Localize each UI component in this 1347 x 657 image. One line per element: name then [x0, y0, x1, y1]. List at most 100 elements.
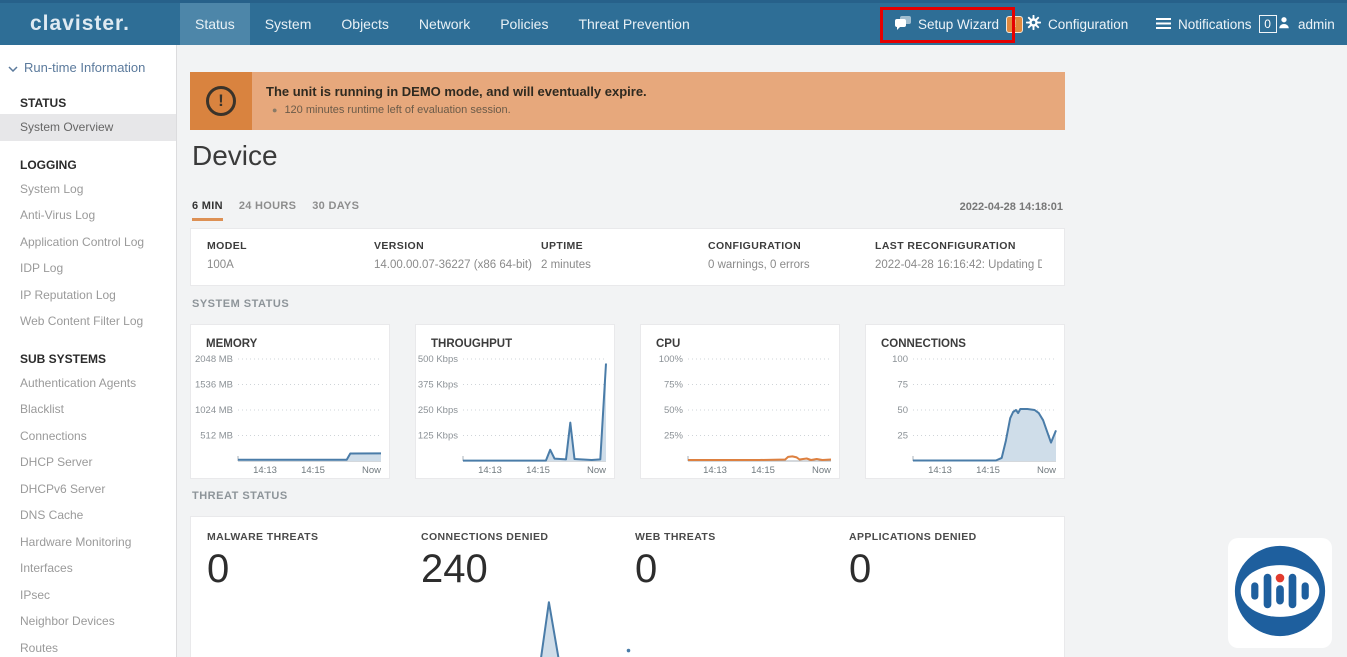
time-tab-6-min[interactable]: 6 MIN	[192, 200, 223, 221]
sidebar-item-system-log[interactable]: System Log	[0, 176, 176, 203]
nav-tab-objects[interactable]: Objects	[326, 3, 403, 45]
chart-card-connections: CONNECTIONS10075502514:1314:15Now	[865, 324, 1065, 479]
exclamation-circle-icon: !	[206, 86, 236, 116]
sidebar-section: STATUS System Overview	[0, 92, 176, 141]
setup-wizard-alert-badge: !	[1006, 16, 1023, 33]
demo-mode-banner: ! The unit is running in DEMO mode, and …	[190, 72, 1065, 130]
setup-wizard-label: Setup Wizard	[918, 17, 999, 32]
chart-svg-memory: 2048 MB1536 MB1024 MB512 MB14:1314:15Now	[191, 351, 391, 477]
sidebar-item-application-control-log[interactable]: Application Control Log	[0, 229, 176, 256]
system-status-section-label: SYSTEM STATUS	[192, 298, 289, 310]
configuration-label: Configuration	[1048, 17, 1128, 32]
chart-svg-cpu: 100%75%50%25%14:1314:15Now	[641, 351, 841, 477]
sidebar-item-connections[interactable]: Connections	[0, 423, 176, 450]
chart-title: CPU	[656, 338, 680, 350]
nav-tab-policies[interactable]: Policies	[485, 3, 563, 45]
threat-counter-label: CONNECTIONS DENIED	[421, 531, 635, 543]
sidebar-item-routes[interactable]: Routes	[0, 635, 176, 657]
svg-text:Now: Now	[362, 465, 381, 476]
info-value: 14.00.00.07-36227 (x86 64-bit)	[374, 259, 541, 271]
sidebar-item-dns-cache[interactable]: DNS Cache	[0, 502, 176, 529]
sidebar-section: SUB SYSTEMS Authentication AgentsBlackli…	[0, 348, 176, 657]
sidebar-section-title: SUB SYSTEMS	[0, 348, 176, 370]
sidebar-item-dhcpv6-server[interactable]: DHCPv6 Server	[0, 476, 176, 503]
clavister-eye-logo-icon	[1232, 543, 1328, 644]
nav-tab-status[interactable]: Status	[180, 3, 250, 45]
info-column-configuration: CONFIGURATION 0 warnings, 0 errors	[708, 240, 875, 285]
sidebar-section-title: LOGGING	[0, 154, 176, 176]
svg-text:250 Kbps: 250 Kbps	[418, 405, 458, 416]
sidebar-item-authentication-agents[interactable]: Authentication Agents	[0, 370, 176, 397]
chart-card-cpu: CPU100%75%50%25%14:1314:15Now	[640, 324, 840, 479]
system-status-charts-row: MEMORY2048 MB1536 MB1024 MB512 MB14:1314…	[190, 324, 1065, 479]
threat-counter-label: APPLICATIONS DENIED	[849, 531, 1063, 543]
info-value: 100A	[207, 259, 374, 271]
info-header: MODEL	[207, 240, 374, 252]
sidebar-item-interfaces[interactable]: Interfaces	[0, 555, 176, 582]
sidebar-item-ipsec[interactable]: IPsec	[0, 582, 176, 609]
svg-text:2048 MB: 2048 MB	[195, 354, 233, 365]
threat-counter-label: WEB THREATS	[635, 531, 849, 543]
chat-bubbles-icon	[895, 16, 911, 33]
sidebar-root-runtime-information[interactable]: Run-time Information	[0, 55, 176, 79]
clavister-watermark-card	[1228, 538, 1332, 648]
warning-icon-box: !	[190, 72, 252, 130]
nav-tab-system[interactable]: System	[250, 3, 327, 45]
sidebar-item-ip-reputation-log[interactable]: IP Reputation Log	[0, 282, 176, 309]
info-value: 2022-04-28 16:16:42: Updating DHCP co...	[875, 259, 1042, 271]
svg-text:75%: 75%	[664, 380, 684, 391]
svg-text:125 Kbps: 125 Kbps	[418, 431, 458, 442]
setup-wizard-button[interactable]: Setup Wizard !	[895, 3, 1023, 45]
info-value: 0 warnings, 0 errors	[708, 259, 875, 271]
sidebar-item-dhcp-server[interactable]: DHCP Server	[0, 449, 176, 476]
sidebar-sections: STATUS System Overview LOGGING System Lo…	[0, 92, 176, 657]
sidebar-item-hardware-monitoring[interactable]: Hardware Monitoring	[0, 529, 176, 556]
time-tab-24-hours[interactable]: 24 HOURS	[239, 200, 296, 221]
time-tab-30-days[interactable]: 30 DAYS	[312, 200, 359, 221]
svg-text:500 Kbps: 500 Kbps	[418, 354, 458, 365]
device-info-card: MODEL 100AVERSION 14.00.00.07-36227 (x86 6…	[190, 228, 1065, 286]
sidebar-item-blacklist[interactable]: Blacklist	[0, 396, 176, 423]
info-header: VERSION	[374, 240, 541, 252]
chart-card-memory: MEMORY2048 MB1536 MB1024 MB512 MB14:1314…	[190, 324, 390, 479]
user-menu[interactable]: admin	[1277, 3, 1335, 45]
svg-text:50%: 50%	[664, 405, 684, 416]
sidebar-item-idp-log[interactable]: IDP Log	[0, 255, 176, 282]
threat-counter-connections-denied: CONNECTIONS DENIED 240	[421, 531, 635, 592]
svg-text:100%: 100%	[659, 354, 684, 365]
info-value: 2 minutes	[541, 259, 708, 271]
notifications-label: Notifications	[1178, 17, 1252, 32]
person-icon	[1277, 15, 1291, 33]
sidebar-root-label: Run-time Information	[24, 60, 145, 75]
chart-title: MEMORY	[206, 338, 257, 350]
nav-tab-network[interactable]: Network	[404, 3, 485, 45]
sidebar: Run-time Information STATUS System Overv…	[0, 45, 177, 657]
svg-text:1536 MB: 1536 MB	[195, 380, 233, 391]
sidebar-item-web-content-filter-log[interactable]: Web Content Filter Log	[0, 308, 176, 335]
sidebar-item-system-overview[interactable]: System Overview	[0, 114, 176, 141]
info-header: UPTIME	[541, 240, 708, 252]
configuration-button[interactable]: Configuration	[1026, 3, 1128, 45]
threat-counter-value: 0	[849, 547, 1063, 592]
svg-text:1024 MB: 1024 MB	[195, 405, 233, 416]
svg-text:14:15: 14:15	[301, 465, 325, 476]
threat-counter-malware-threats: MALWARE THREATS0	[207, 531, 421, 592]
chart-svg-throughput: 500 Kbps375 Kbps250 Kbps125 Kbps14:1314:…	[416, 351, 616, 477]
svg-text:75: 75	[897, 380, 908, 391]
notifications-button[interactable]: Notifications 0	[1156, 3, 1277, 45]
chart-svg-connections: 10075502514:1314:15Now	[866, 351, 1066, 477]
svg-text:25%: 25%	[664, 431, 684, 442]
svg-text:100: 100	[892, 354, 908, 365]
nav-tab-threat-prevention[interactable]: Threat Prevention	[563, 3, 704, 45]
info-header: CONFIGURATION	[708, 240, 875, 252]
nav-tabs: StatusSystemObjectsNetworkPoliciesThreat…	[180, 3, 705, 45]
svg-text:14:15: 14:15	[976, 465, 1000, 476]
threat-status-card: MALWARE THREATS0CONNECTIONS DENIED 240WEB…	[190, 516, 1065, 657]
chevron-down-icon	[8, 60, 18, 75]
threat-counter-value: 240	[421, 547, 635, 592]
sidebar-item-neighbor-devices[interactable]: Neighbor Devices	[0, 608, 176, 635]
sidebar-item-anti-virus-log[interactable]: Anti-Virus Log	[0, 202, 176, 229]
svg-text:Now: Now	[812, 465, 831, 476]
svg-text:Now: Now	[587, 465, 606, 476]
svg-text:25: 25	[897, 431, 908, 442]
